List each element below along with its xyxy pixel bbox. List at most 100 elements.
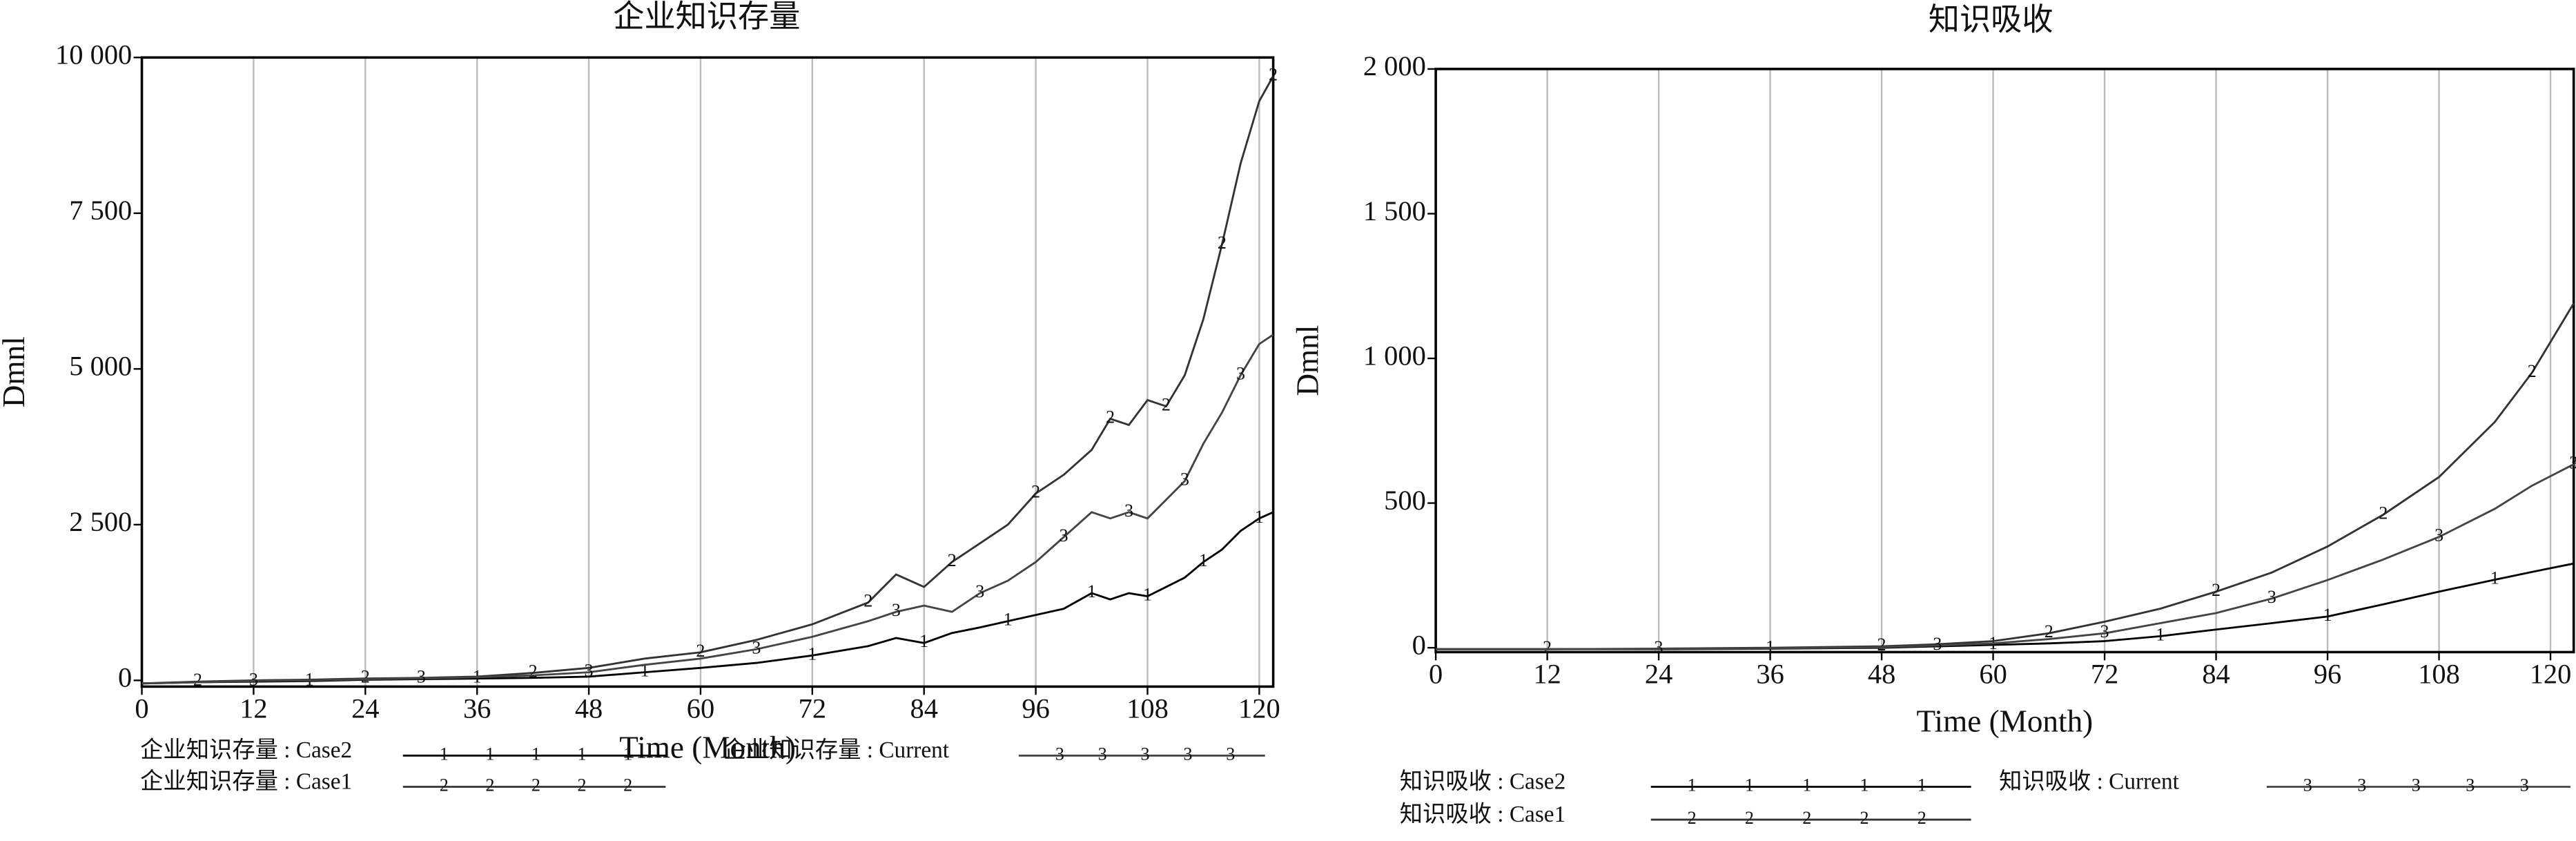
x-tick-label: 84 (2202, 658, 2229, 689)
series-marker: 2 (1031, 482, 1040, 502)
series-marker: 2 (2379, 503, 2388, 523)
x-tick-label: 84 (910, 693, 937, 724)
x-tick-label: 36 (1756, 658, 1784, 689)
plot-frame (140, 56, 1275, 688)
y-axis-label: Dmnl (1291, 325, 1325, 396)
series-marker: 3 (1180, 470, 1189, 490)
series-marker: 2 (1218, 233, 1227, 253)
legend-marker: 3 (1140, 744, 1149, 764)
legend-marker: 3 (2412, 775, 2421, 795)
series-marker: 1 (1143, 585, 1152, 605)
x-tick-label: 60 (1979, 658, 2007, 689)
legend-marker: 2 (623, 775, 632, 795)
y-tick-label: 0 (118, 662, 132, 693)
series-marker: 3 (1236, 363, 1245, 383)
series-marker: 3 (585, 661, 594, 681)
plot-frame (1434, 68, 2575, 654)
series-marker: 1 (1255, 507, 1264, 527)
series-marker: 2 (696, 641, 705, 661)
series-marker: 1 (2490, 568, 2499, 588)
legend-marker: 2 (1860, 808, 1868, 828)
series-marker: 2 (948, 550, 957, 570)
x-tick-label: 120 (2530, 658, 2572, 689)
series-marker: 1 (2323, 605, 2332, 625)
legend-label: 知识吸收 : Case1 (1400, 802, 1565, 827)
x-axis-label: Time (Month) (619, 731, 796, 765)
y-tick-label: 10 000 (55, 39, 132, 70)
x-tick-label: 0 (1429, 658, 1443, 689)
series-marker: 2 (863, 591, 872, 611)
y-tick-label: 7 500 (69, 195, 132, 226)
x-tick-label: 24 (351, 693, 379, 724)
legend-marker: 1 (440, 744, 449, 764)
series-marker: 3 (1124, 501, 1133, 521)
legend-marker: 3 (2303, 775, 2312, 795)
series-marker: 1 (1004, 610, 1013, 630)
series-marker: 2 (2528, 361, 2537, 381)
x-tick-label: 0 (135, 693, 148, 724)
y-tick-label: 1 500 (1363, 195, 1426, 226)
legend-marker: 2 (531, 775, 540, 795)
series-marker: 1 (1087, 581, 1096, 601)
x-tick-label: 72 (799, 693, 826, 724)
x-tick-label: 108 (1126, 693, 1169, 724)
legend-label: 企业知识存量 : Current (723, 737, 950, 763)
x-tick-label: 48 (575, 693, 603, 724)
chart-title: 知识吸收 (1929, 3, 2053, 37)
series-marker: 2 (361, 667, 370, 687)
legend-label: 知识吸收 : Current (1999, 768, 2180, 794)
series-marker: 3 (2434, 525, 2443, 545)
series-marker: 3 (2267, 587, 2276, 607)
legend-marker: 1 (1688, 775, 1697, 795)
series-marker: 2 (2212, 580, 2221, 600)
legend-marker: 1 (1745, 775, 1754, 795)
series-marker: 2 (2045, 621, 2053, 641)
legend-label: 知识吸收 : Case2 (1400, 768, 1565, 794)
series-marker: 2 (529, 661, 538, 682)
legend-marker: 1 (1860, 775, 1868, 795)
series-marker: 3 (975, 581, 984, 601)
legend-label: 企业知识存量 : Case1 (140, 768, 352, 794)
legend-marker: 2 (578, 775, 587, 795)
x-tick-label: 108 (2418, 658, 2460, 689)
series-marker: 3 (892, 600, 901, 620)
x-tick-label: 36 (463, 693, 491, 724)
legend-marker: 1 (623, 744, 632, 764)
x-tick-label: 24 (1645, 658, 1672, 689)
series-marker: 1 (919, 631, 928, 651)
series-line (1436, 562, 2574, 650)
series-line (1436, 463, 2575, 650)
legend-marker: 1 (485, 744, 494, 764)
series-marker: 3 (1655, 637, 1663, 657)
legend-marker: 3 (1055, 744, 1064, 764)
series-marker: 2 (1106, 407, 1115, 427)
legend-marker: 2 (1745, 808, 1754, 828)
series-marker: 3 (1060, 525, 1069, 545)
x-tick-label: 60 (687, 693, 714, 724)
legend-marker: 3 (1183, 744, 1192, 764)
y-tick-label: 2 500 (69, 506, 132, 537)
series-marker: 1 (808, 644, 817, 664)
series-marker: 3 (2100, 621, 2109, 641)
chart-title: 企业知识存量 (613, 0, 800, 34)
series-marker: 2 (1877, 635, 1886, 655)
legend-marker: 2 (1918, 808, 1926, 828)
x-axis-label: Time (Month) (1917, 704, 2094, 738)
y-axis-label: Dmnl (0, 336, 31, 407)
legend-marker: 2 (1688, 808, 1697, 828)
series-marker: 2 (1162, 394, 1171, 414)
series-line (142, 334, 1274, 685)
series-marker: 2 (1543, 637, 1552, 657)
y-tick-label: 2 000 (1363, 50, 1426, 81)
legend-marker: 2 (440, 775, 449, 795)
legend-marker: 2 (485, 775, 494, 795)
legend-marker: 3 (1226, 744, 1235, 764)
x-tick-label: 96 (1022, 693, 1049, 724)
legend-marker: 1 (578, 744, 587, 764)
legend-marker: 1 (1802, 775, 1811, 795)
series-marker: 3 (2569, 452, 2576, 472)
legend-marker: 1 (531, 744, 540, 764)
x-tick-label: 120 (1238, 693, 1280, 724)
x-tick-label: 96 (2314, 658, 2341, 689)
